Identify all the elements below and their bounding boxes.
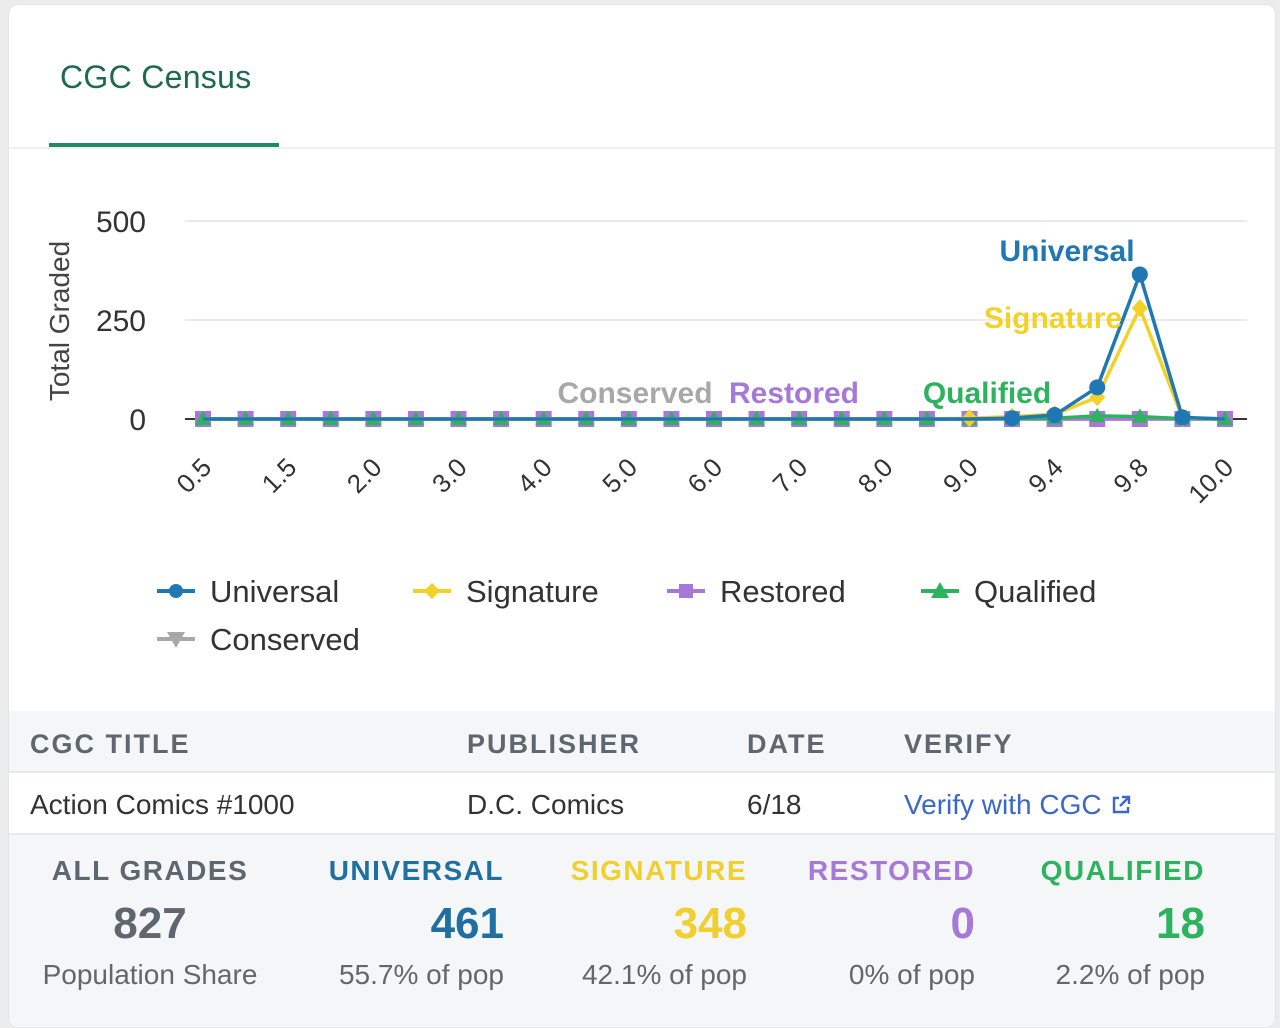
series-annotation: Qualified bbox=[923, 377, 1051, 410]
x-tick-label: 3.0 bbox=[426, 452, 473, 499]
data-point-signature bbox=[1131, 299, 1148, 318]
data-point-universal bbox=[1004, 410, 1021, 427]
stat-value: 0 bbox=[950, 899, 975, 948]
data-point-universal bbox=[1131, 266, 1148, 283]
verify-with-cgc-link[interactable]: Verify with CGC bbox=[904, 789, 1132, 821]
series-annotation: Conserved bbox=[557, 377, 712, 410]
column-header-date: DATE bbox=[747, 729, 827, 759]
data-point-universal bbox=[1089, 379, 1106, 396]
census-chart: 500 250 0 Total Graded 0.5 1.5 2.0 3.0 4.0 5.0 6.0… bbox=[44, 206, 1247, 509]
legend-label: Signature bbox=[466, 574, 599, 609]
column-header-verify: VERIFY bbox=[904, 729, 1014, 759]
data-point-qualified bbox=[1089, 407, 1106, 422]
tab-label: CGC Census bbox=[60, 59, 252, 95]
stat-label: UNIVERSAL bbox=[328, 855, 504, 886]
series-line-universal bbox=[203, 272, 1226, 421]
y-axis-label: Total Graded bbox=[44, 241, 75, 401]
series-annotation: Universal bbox=[999, 235, 1134, 268]
stat-qualified: QUALIFIED 18 2.2% of pop bbox=[975, 855, 1205, 991]
y-tick-label: 250 bbox=[96, 305, 146, 338]
stat-label: RESTORED bbox=[807, 855, 975, 886]
stat-percent: 42.1% of pop bbox=[581, 959, 747, 990]
chart-legend: Universal Signature Restored Qualified C… bbox=[155, 571, 1155, 671]
circle-marker-icon bbox=[157, 584, 195, 598]
x-tick-label: 2.0 bbox=[341, 452, 388, 499]
data-point-qualified bbox=[1131, 408, 1148, 423]
stat-label: QUALIFIED bbox=[1040, 855, 1205, 886]
diamond-marker-icon bbox=[413, 583, 451, 599]
data-point-universal bbox=[1046, 407, 1063, 424]
stat-label: SIGNATURE bbox=[570, 855, 747, 886]
data-point-universal bbox=[1174, 409, 1191, 426]
column-header-publisher: PUBLISHER bbox=[467, 729, 642, 759]
legend-label: Conserved bbox=[210, 622, 360, 657]
stat-percent: 55.7% of pop bbox=[338, 959, 504, 990]
cell-publisher: D.C. Comics bbox=[467, 789, 625, 820]
x-tick-label: 9.8 bbox=[1107, 452, 1154, 499]
stat-value: 827 bbox=[113, 899, 187, 948]
x-tick-label: 6.0 bbox=[681, 452, 728, 499]
triangle-marker-icon bbox=[921, 582, 959, 598]
stat-signature: SIGNATURE 348 42.1% of pop bbox=[517, 855, 747, 991]
stat-percent: 2.2% of pop bbox=[1055, 959, 1205, 990]
legend-label: Restored bbox=[720, 574, 846, 609]
verify-link-label: Verify with CGC bbox=[904, 789, 1102, 820]
series-annotation: Signature bbox=[984, 302, 1122, 335]
cell-title: Action Comics #1000 bbox=[30, 789, 295, 820]
census-card: CGC Census 500 250 0 Total Graded 0.5 1.5 2.0 3… bbox=[8, 4, 1276, 1028]
grade-stats: ALL GRADES 827 Population Share UNIVERSA… bbox=[9, 835, 1275, 1027]
table-row: Action Comics #1000 D.C. Comics 6/18 Ver… bbox=[9, 773, 1275, 835]
tab-bar: CGC Census bbox=[9, 5, 1275, 149]
y-tick-label: 0 bbox=[129, 404, 146, 437]
x-tick-label: 0.5 bbox=[170, 452, 217, 499]
stat-percent: Population Share bbox=[42, 959, 258, 990]
x-tick-label: 10.0 bbox=[1182, 452, 1239, 509]
x-tick-label: 9.0 bbox=[937, 452, 984, 499]
cell-date: 6/18 bbox=[747, 789, 802, 820]
square-marker-icon bbox=[667, 584, 705, 598]
stat-universal: UNIVERSAL 461 55.7% of pop bbox=[274, 855, 504, 991]
x-tick-label: 4.0 bbox=[511, 452, 558, 499]
x-tick-label: 7.0 bbox=[767, 452, 814, 499]
stat-value: 348 bbox=[673, 899, 747, 948]
tab-cgc-census[interactable]: CGC Census bbox=[49, 5, 279, 147]
x-tick-label: 5.0 bbox=[596, 452, 643, 499]
triangle-down-marker-icon bbox=[157, 632, 195, 648]
table-header: CGC TITLE PUBLISHER DATE VERIFY bbox=[9, 711, 1275, 773]
x-tick-label: 8.0 bbox=[852, 452, 899, 499]
legend-label: Qualified bbox=[974, 574, 1097, 609]
stat-restored: RESTORED 0 0% of pop bbox=[745, 855, 975, 991]
external-link-icon bbox=[1112, 795, 1130, 814]
stat-value: 18 bbox=[1156, 899, 1205, 948]
legend-label: Universal bbox=[210, 574, 340, 609]
stat-percent: 0% of pop bbox=[848, 959, 975, 990]
x-tick-label: 9.4 bbox=[1022, 452, 1069, 499]
x-tick-label: 1.5 bbox=[256, 452, 303, 499]
y-tick-label: 500 bbox=[96, 206, 146, 239]
stat-label: ALL GRADES bbox=[51, 855, 249, 886]
stat-value: 461 bbox=[430, 899, 504, 948]
column-header-title: CGC TITLE bbox=[30, 729, 191, 759]
series-annotation: Restored bbox=[729, 377, 859, 410]
stat-all-grades: ALL GRADES 827 Population Share bbox=[35, 855, 265, 991]
